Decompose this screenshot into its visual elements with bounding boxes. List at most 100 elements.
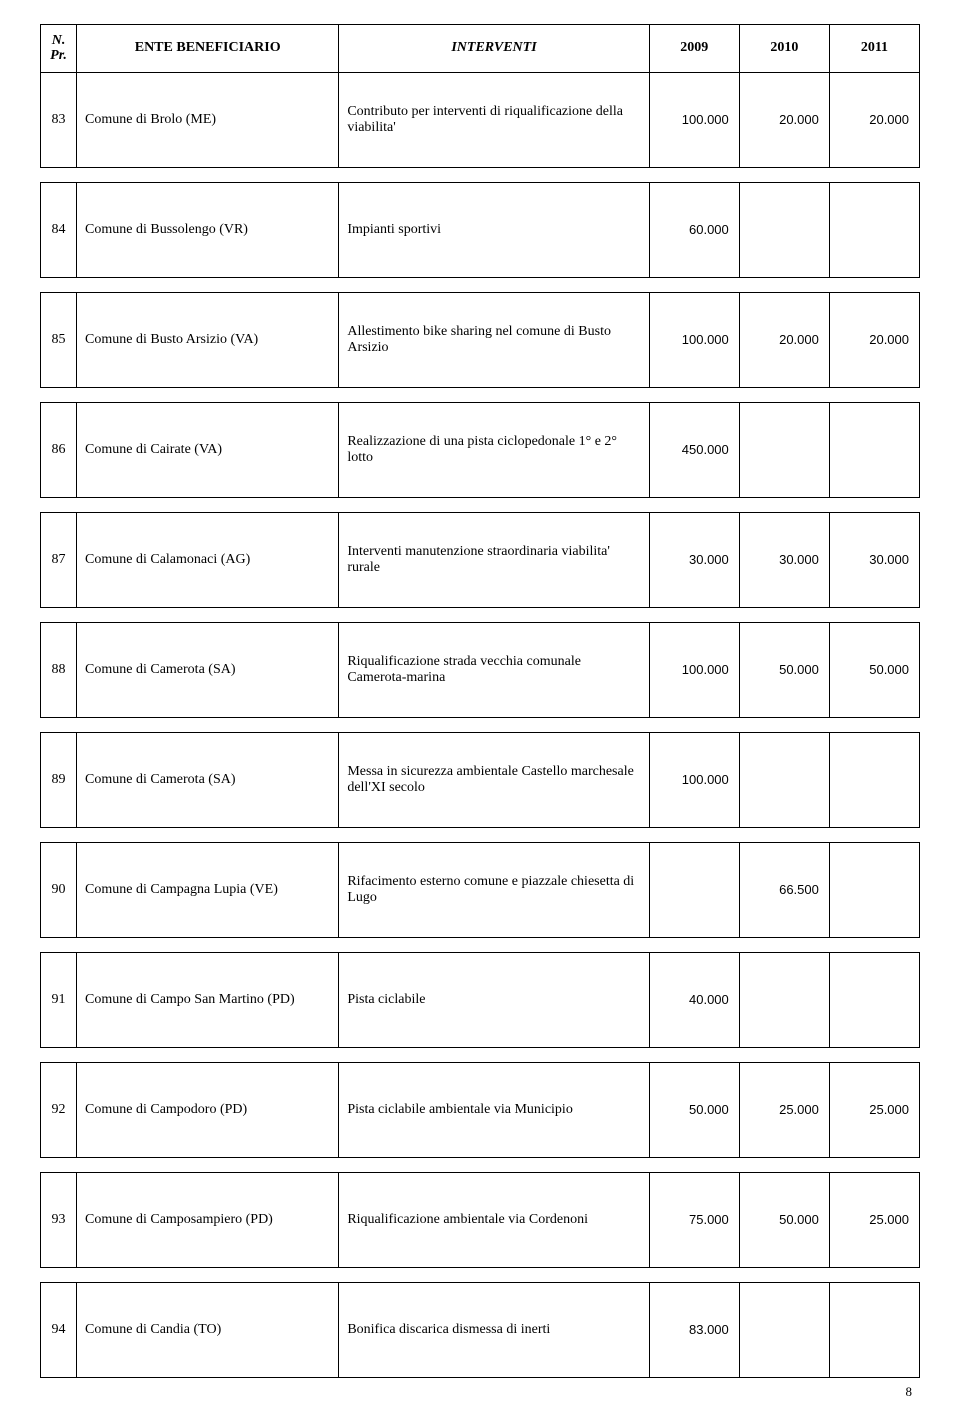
cell-2010: [739, 952, 829, 1047]
col-header-2011: 2011: [829, 25, 919, 73]
cell-2010: [739, 732, 829, 827]
cell-2010: [739, 1282, 829, 1377]
cell-interventi: Rifacimento esterno comune e piazzale ch…: [339, 842, 649, 937]
cell-2011: [829, 182, 919, 277]
table-spacer-row: [41, 1047, 920, 1062]
cell-interventi: Pista ciclabile: [339, 952, 649, 1047]
cell-2009: 450.000: [649, 402, 739, 497]
table-row: 91Comune di Campo San Martino (PD)Pista …: [41, 952, 920, 1047]
table-spacer-row: [41, 717, 920, 732]
table-row: 86Comune di Cairate (VA)Realizzazione di…: [41, 402, 920, 497]
table-spacer-row: [41, 607, 920, 622]
cell-2009: 60.000: [649, 182, 739, 277]
cell-2011: [829, 732, 919, 827]
cell-ente: Comune di Bussolengo (VR): [77, 182, 339, 277]
cell-ente: Comune di Busto Arsizio (VA): [77, 292, 339, 387]
table-header-row: N. Pr. ENTE BENEFICIARIO INTERVENTI 2009…: [41, 25, 920, 73]
table-spacer-row: [41, 277, 920, 292]
cell-ente: Comune di Camerota (SA): [77, 622, 339, 717]
cell-2010: [739, 402, 829, 497]
cell-2009: 100.000: [649, 72, 739, 167]
cell-2010: 66.500: [739, 842, 829, 937]
cell-pr: 87: [41, 512, 77, 607]
cell-pr: 83: [41, 72, 77, 167]
col-header-2010: 2010: [739, 25, 829, 73]
cell-2011: 25.000: [829, 1062, 919, 1157]
table-spacer-row: [41, 1267, 920, 1282]
cell-2009: 40.000: [649, 952, 739, 1047]
cell-2011: 20.000: [829, 292, 919, 387]
cell-pr: 92: [41, 1062, 77, 1157]
cell-pr: 91: [41, 952, 77, 1047]
cell-2011: 30.000: [829, 512, 919, 607]
cell-interventi: Riqualificazione ambientale via Cordenon…: [339, 1172, 649, 1267]
cell-interventi: Contributo per interventi di riqualifica…: [339, 72, 649, 167]
cell-2011: [829, 842, 919, 937]
table-spacer-row: [41, 827, 920, 842]
cell-interventi: Impianti sportivi: [339, 182, 649, 277]
cell-2011: [829, 952, 919, 1047]
table-row: 93Comune di Camposampiero (PD)Riqualific…: [41, 1172, 920, 1267]
cell-ente: Comune di Camposampiero (PD): [77, 1172, 339, 1267]
cell-interventi: Realizzazione di una pista ciclopedonale…: [339, 402, 649, 497]
page-number: 8: [40, 1378, 920, 1400]
cell-2010: 50.000: [739, 1172, 829, 1267]
table-spacer-row: [41, 1157, 920, 1172]
cell-2009: 100.000: [649, 622, 739, 717]
table-row: 88Comune di Camerota (SA)Riqualificazion…: [41, 622, 920, 717]
cell-pr: 84: [41, 182, 77, 277]
cell-2010: 20.000: [739, 72, 829, 167]
table-spacer-row: [41, 387, 920, 402]
table-spacer-row: [41, 167, 920, 182]
cell-pr: 89: [41, 732, 77, 827]
cell-pr: 90: [41, 842, 77, 937]
table-spacer-row: [41, 497, 920, 512]
cell-2009: [649, 842, 739, 937]
col-header-interventi: INTERVENTI: [339, 25, 649, 73]
table-row: 94Comune di Candia (TO)Bonifica discaric…: [41, 1282, 920, 1377]
col-header-ente: ENTE BENEFICIARIO: [77, 25, 339, 73]
cell-ente: Comune di Camerota (SA): [77, 732, 339, 827]
cell-2010: 25.000: [739, 1062, 829, 1157]
cell-2011: [829, 402, 919, 497]
table-row: 84Comune di Bussolengo (VR)Impianti spor…: [41, 182, 920, 277]
beneficiaries-table: N. Pr. ENTE BENEFICIARIO INTERVENTI 2009…: [40, 24, 920, 1378]
cell-2010: 30.000: [739, 512, 829, 607]
cell-ente: Comune di Campo San Martino (PD): [77, 952, 339, 1047]
table-row: 83Comune di Brolo (ME)Contributo per int…: [41, 72, 920, 167]
cell-2010: 20.000: [739, 292, 829, 387]
table-row: 92Comune di Campodoro (PD)Pista ciclabil…: [41, 1062, 920, 1157]
cell-2009: 100.000: [649, 292, 739, 387]
col-header-2009: 2009: [649, 25, 739, 73]
cell-pr: 88: [41, 622, 77, 717]
cell-2011: [829, 1282, 919, 1377]
cell-pr: 93: [41, 1172, 77, 1267]
cell-2009: 100.000: [649, 732, 739, 827]
cell-interventi: Messa in sicurezza ambientale Castello m…: [339, 732, 649, 827]
cell-interventi: Riqualificazione strada vecchia comunale…: [339, 622, 649, 717]
cell-pr: 94: [41, 1282, 77, 1377]
cell-2010: [739, 182, 829, 277]
col-header-pr: N. Pr.: [41, 25, 77, 73]
cell-2009: 83.000: [649, 1282, 739, 1377]
table-spacer-row: [41, 937, 920, 952]
table-row: 89Comune di Camerota (SA)Messa in sicure…: [41, 732, 920, 827]
cell-ente: Comune di Calamonaci (AG): [77, 512, 339, 607]
cell-interventi: Allestimento bike sharing nel comune di …: [339, 292, 649, 387]
cell-2011: 50.000: [829, 622, 919, 717]
table-row: 85Comune di Busto Arsizio (VA)Allestimen…: [41, 292, 920, 387]
cell-2009: 30.000: [649, 512, 739, 607]
cell-2011: 20.000: [829, 72, 919, 167]
cell-2009: 50.000: [649, 1062, 739, 1157]
cell-2010: 50.000: [739, 622, 829, 717]
table-row: 87Comune di Calamonaci (AG)Interventi ma…: [41, 512, 920, 607]
cell-ente: Comune di Campagna Lupia (VE): [77, 842, 339, 937]
cell-ente: Comune di Candia (TO): [77, 1282, 339, 1377]
table-row: 90Comune di Campagna Lupia (VE)Rifacimen…: [41, 842, 920, 937]
cell-ente: Comune di Campodoro (PD): [77, 1062, 339, 1157]
cell-pr: 86: [41, 402, 77, 497]
cell-ente: Comune di Cairate (VA): [77, 402, 339, 497]
cell-pr: 85: [41, 292, 77, 387]
cell-interventi: Pista ciclabile ambientale via Municipio: [339, 1062, 649, 1157]
cell-interventi: Interventi manutenzione straordinaria vi…: [339, 512, 649, 607]
